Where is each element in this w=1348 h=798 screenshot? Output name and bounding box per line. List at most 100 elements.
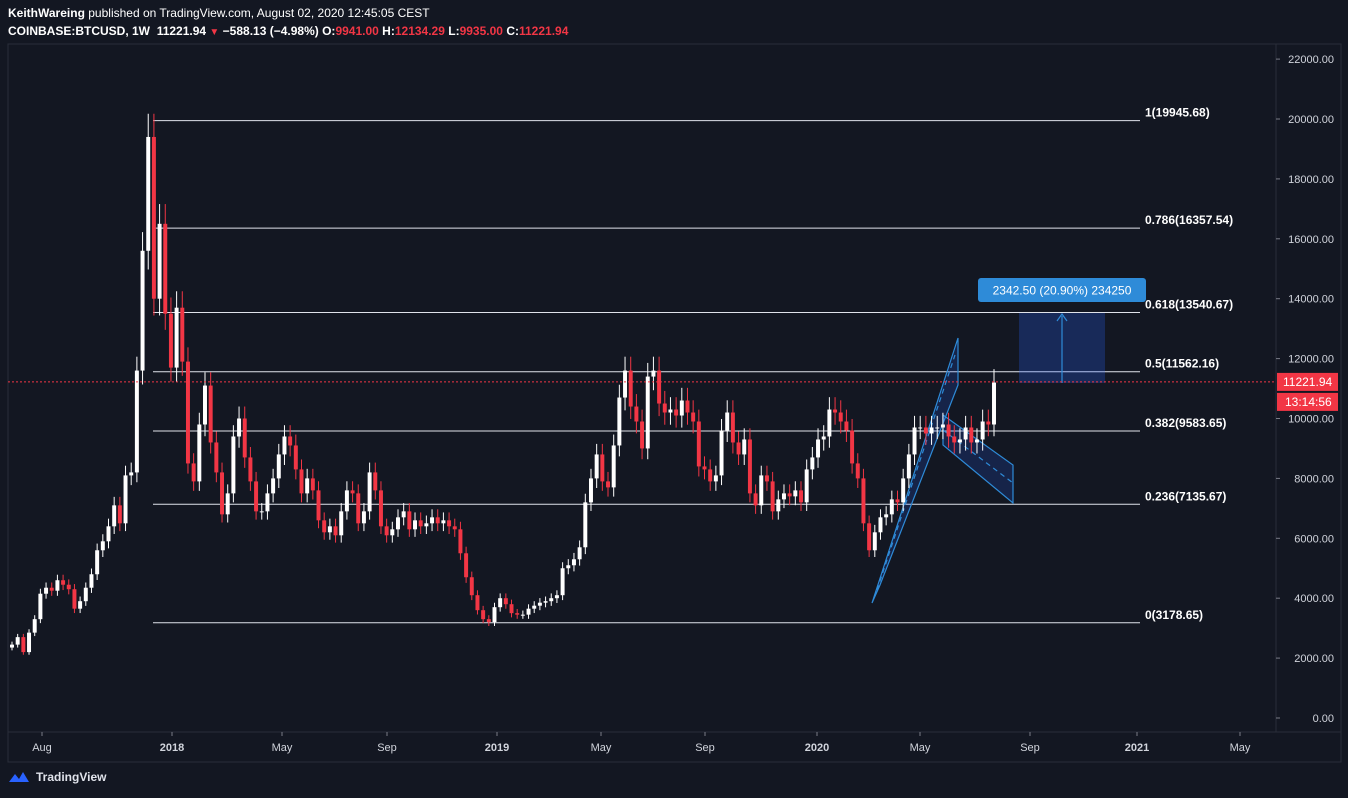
- candle-body: [628, 370, 633, 407]
- candle-body: [344, 490, 349, 512]
- candle-body: [361, 511, 366, 524]
- candle-body: [923, 427, 928, 434]
- candle-body: [203, 385, 207, 425]
- tradingview-logo-icon: [9, 772, 29, 782]
- tradingview-brand: TradingView: [36, 770, 107, 784]
- measure-label-box: [978, 278, 1146, 302]
- tradingview-footer[interactable]: TradingView: [8, 770, 106, 784]
- candle-body: [430, 517, 435, 524]
- candle-body: [554, 595, 559, 599]
- chart-header: KeithWareing published on TradingView.co…: [8, 4, 568, 42]
- price-axis[interactable]: 22000.00 20000.00 18000.00 16000.00 14000.00…: [1276, 54, 1334, 725]
- candle-body: [481, 610, 486, 620]
- time-tick-label: Sep: [1020, 742, 1040, 754]
- candle-body: [350, 490, 355, 494]
- rising-channel[interactable]: [871, 337, 959, 604]
- candle-body: [611, 445, 616, 488]
- candle-body: [464, 553, 469, 578]
- candle-body: [367, 472, 372, 512]
- candle-body: [316, 490, 321, 521]
- candle-body: [742, 439, 747, 455]
- candle-body: [583, 502, 588, 548]
- candle-body: [373, 472, 378, 491]
- candle-body: [781, 493, 786, 500]
- last-price-tag-value: 11221.94: [1283, 375, 1332, 389]
- fib-retracement[interactable]: 1(19945.68) 0.786(16357.54) 0.618(13540.67…: [153, 106, 1233, 624]
- candle-body: [134, 370, 139, 473]
- candle-body: [969, 427, 974, 443]
- fib-level-label: 0.786(16357.54): [1145, 213, 1233, 227]
- high-value: 12134.29: [394, 24, 445, 38]
- time-tick-label: Aug: [32, 742, 52, 754]
- price-range-measure[interactable]: 2342.50 (20.90%) 234250: [978, 278, 1146, 383]
- low-value: 9935.00: [459, 24, 503, 38]
- candle-body: [469, 577, 474, 596]
- candle-body: [736, 442, 741, 455]
- candle-body: [503, 598, 508, 605]
- candle-body: [821, 436, 826, 440]
- price-tick-label: 10000.00: [1288, 414, 1334, 426]
- candle-body: [21, 637, 26, 653]
- candle-body: [486, 619, 491, 623]
- candle-body: [401, 511, 406, 518]
- symbol-label[interactable]: COINBASE:BTCUSD, 1W: [8, 24, 151, 38]
- measure-arrow-icon: [1056, 312, 1068, 322]
- candle-body: [827, 409, 832, 437]
- candle-body: [95, 550, 100, 575]
- candle-body: [889, 499, 894, 515]
- candle-body: [662, 403, 667, 413]
- drawing-channels[interactable]: [871, 337, 1014, 604]
- candle-body: [640, 421, 645, 449]
- candle-body: [594, 454, 599, 479]
- candle-body: [935, 427, 940, 429]
- candle-body: [293, 445, 298, 470]
- bull-flag-channel[interactable]: [942, 413, 1014, 505]
- candle-body: [185, 361, 190, 464]
- candle-body: [912, 427, 917, 455]
- price-tick-label: 22000.00: [1288, 54, 1334, 66]
- candle-body: [322, 520, 327, 533]
- fib-level-label: 0.5(11562.16): [1145, 357, 1219, 371]
- last-price: 11221.94: [156, 24, 207, 38]
- last-price-tag: 11221.94 13:14:56: [1277, 372, 1338, 411]
- candle-body: [424, 523, 429, 527]
- time-tick-label: Sep: [695, 742, 715, 754]
- time-axis[interactable]: Aug 2018 May Sep 2019 May Sep 2020 May Sep 2021 May: [32, 732, 1251, 754]
- candle-body: [237, 418, 242, 437]
- candle-body: [66, 584, 71, 590]
- last-price-tag-box: [1277, 372, 1338, 391]
- candle-body: [884, 514, 889, 518]
- candle-body: [168, 313, 173, 368]
- candle-body: [759, 475, 764, 506]
- candle-body: [708, 469, 713, 482]
- price-tick-label: 0.00: [1313, 713, 1334, 725]
- candle-body: [509, 604, 514, 614]
- candle-body: [89, 574, 94, 588]
- time-tick-label: May: [910, 742, 931, 754]
- candle-body: [208, 385, 213, 443]
- candle-body: [793, 490, 798, 497]
- candle-body: [816, 439, 821, 458]
- close-value: 11221.94: [518, 24, 569, 38]
- candle-body: [606, 481, 610, 488]
- candle-body: [634, 406, 639, 422]
- candle-body: [390, 529, 395, 536]
- author-name[interactable]: KeithWareing: [8, 6, 85, 20]
- candle-body: [339, 511, 344, 536]
- candle-body: [396, 517, 400, 530]
- candle-body: [356, 493, 361, 524]
- candle-body: [872, 532, 877, 551]
- candle-body: [259, 511, 264, 513]
- open-value: 9941.00: [335, 24, 379, 38]
- candle-body: [174, 307, 179, 368]
- candle-body: [475, 595, 480, 611]
- price-tick-label: 6000.00: [1294, 533, 1334, 545]
- countdown-timer: 13:14:56: [1285, 395, 1332, 409]
- candle-body: [151, 136, 156, 299]
- candle-body: [492, 607, 497, 623]
- candle-body: [254, 481, 259, 512]
- time-tick-label: 2019: [485, 742, 509, 754]
- candle-body: [850, 430, 855, 464]
- candle-body: [299, 469, 304, 494]
